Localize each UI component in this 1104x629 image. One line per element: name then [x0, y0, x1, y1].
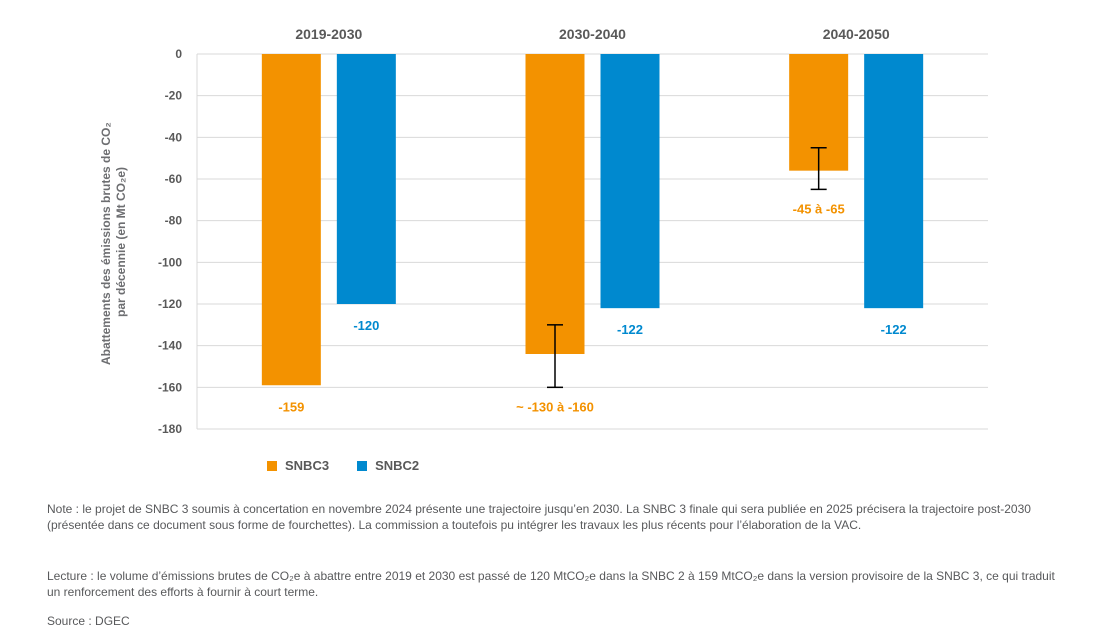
y-tick-label: -40: [165, 130, 183, 144]
data-label-snbc3: ~ -130 à -160: [516, 399, 594, 414]
y-axis-label-line-2: par décennie (en Mt CO₂e): [114, 167, 128, 317]
bar-chart: 0 -20 -40 -60 -80 -100 -120 -140 -160 -180 2019-2…: [99, 26, 988, 436]
data-label-snbc2: -120: [353, 318, 379, 333]
y-tick-label: -140: [158, 339, 182, 353]
note-text: Note : le projet de SNBC 3 soumis à conc…: [47, 502, 1031, 532]
y-tick-label: -120: [158, 297, 182, 311]
y-tick-label: -20: [165, 89, 183, 103]
data-label-snbc2: -122: [617, 322, 643, 337]
legend-label-snbc3: SNBC3: [285, 458, 330, 473]
y-tick-label: -160: [158, 380, 182, 394]
y-axis-label-line-1: Abattements des émissions brutes de CO₂: [99, 122, 113, 365]
reading-text: Lecture : le volume d’émissions brutes d…: [47, 569, 1055, 599]
legend-item-snbc3: SNBC3: [267, 458, 329, 473]
bar-snbc2: [864, 54, 924, 309]
legend-item-snbc2: SNBC2: [357, 458, 419, 473]
data-label-snbc3: -159: [278, 399, 304, 414]
legend-label-snbc2: SNBC2: [375, 458, 420, 473]
y-tick-label: -180: [158, 422, 182, 436]
error-bars: [547, 147, 827, 389]
y-tick-label: -80: [165, 214, 183, 228]
bars: [261, 54, 924, 386]
period-header: 2040-2050: [823, 26, 890, 42]
period-header: 2030-2040: [559, 26, 626, 42]
category-headers: 2019-2030 2030-2040 2040-2050: [295, 26, 889, 42]
bar-snbc2: [600, 54, 660, 309]
y-tick-label: 0: [175, 47, 182, 61]
legend: SNBC3 SNBC2: [267, 458, 419, 473]
legend-swatch-snbc2: [357, 460, 368, 471]
y-tick-label: -60: [165, 172, 183, 186]
bar-snbc3: [261, 54, 321, 386]
data-label-snbc3: -45 à -65: [793, 201, 845, 216]
grid-lines: [196, 53, 988, 430]
legend-swatch-snbc3: [267, 460, 277, 471]
data-labels: -159 -120 ~ -130 à -160 -122 -45 à -65 -122: [278, 201, 906, 414]
y-axis-ticks: 0 -20 -40 -60 -80 -100 -120 -140 -160 -180: [158, 47, 182, 436]
y-axis-label: Abattements des émissions brutes de CO₂ …: [99, 119, 128, 365]
bar-snbc2: [336, 54, 396, 304]
bar-snbc3: [525, 54, 585, 354]
period-header: 2019-2030: [295, 26, 362, 42]
source-text: Source : DGEC: [47, 614, 130, 628]
data-label-snbc2: -122: [881, 322, 907, 337]
y-tick-label: -100: [158, 255, 182, 269]
